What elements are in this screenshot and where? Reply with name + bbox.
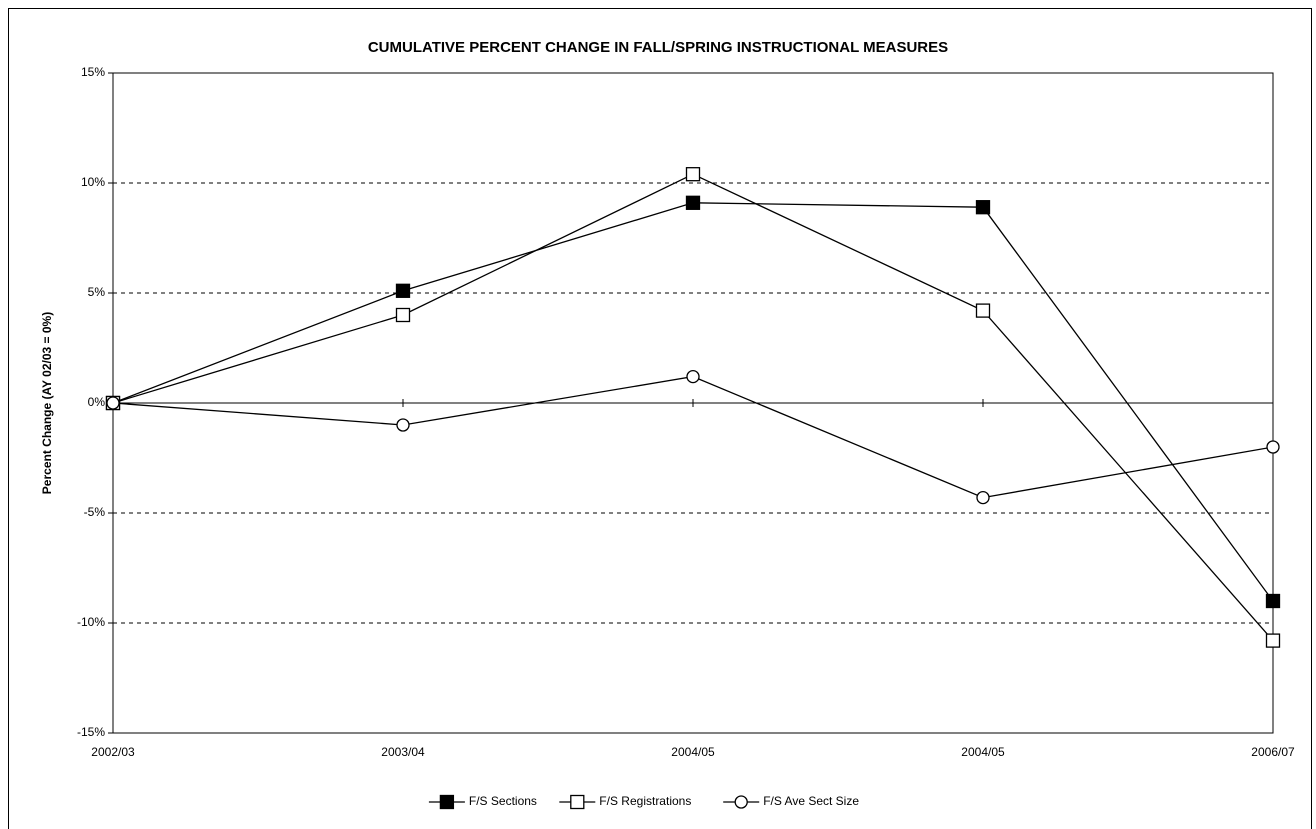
legend-marker [570, 794, 585, 810]
x-tick-label: 2003/04 [381, 745, 425, 759]
data-point [396, 418, 410, 432]
data-point [1266, 440, 1280, 454]
y-tick-label: -5% [84, 505, 106, 519]
y-tick-label: -10% [77, 615, 105, 629]
chart-frame [8, 8, 1312, 829]
y-tick-label: 0% [88, 395, 106, 409]
y-axis-label: Percent Change (AY 02/03 = 0%) [40, 312, 54, 494]
data-point [106, 396, 120, 410]
data-point [686, 369, 700, 384]
chart-title: CUMULATIVE PERCENT CHANGE IN FALL/SPRING… [368, 39, 948, 56]
legend-marker [439, 794, 455, 810]
legend-marker [734, 795, 748, 809]
y-tick-label: -15% [77, 725, 105, 739]
data-point [975, 303, 991, 318]
data-point [975, 200, 991, 215]
data-point [685, 195, 701, 210]
data-point [1265, 593, 1281, 609]
data-point [976, 490, 990, 505]
x-tick-label: 2004/05 [961, 745, 1005, 759]
data-point [1265, 633, 1281, 648]
y-tick-label: 5% [88, 285, 106, 299]
legend-label: F/S Sections [469, 794, 537, 808]
data-point [395, 283, 411, 298]
x-tick-label: 2002/03 [91, 745, 135, 759]
data-point [685, 167, 701, 182]
legend-label: F/S Ave Sect Size [763, 794, 859, 808]
x-tick-label: 2004/05 [671, 745, 715, 759]
y-tick-label: 10% [81, 175, 105, 189]
legend-label: F/S Registrations [599, 794, 691, 808]
x-tick-label: 2006/07 [1251, 745, 1295, 759]
y-tick-label: 15% [81, 65, 105, 79]
data-point [395, 307, 411, 323]
